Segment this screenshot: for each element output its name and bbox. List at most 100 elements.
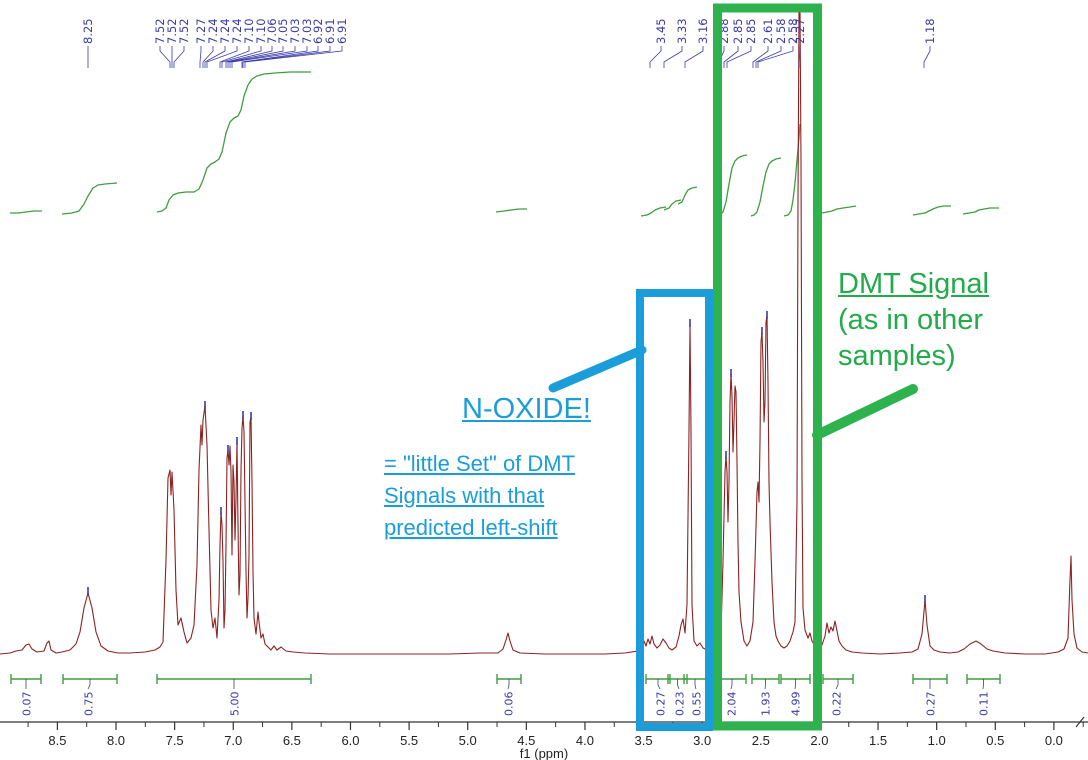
- x-axis-tick-label: 0.5: [986, 733, 1004, 748]
- dmt-highlight-box: [713, 3, 822, 731]
- n-oxide-description-line: predicted left-shift: [384, 515, 558, 540]
- x-axis-tick-label: 2.5: [752, 733, 770, 748]
- integral-curve: [640, 206, 667, 217]
- dmt-callout-line: [812, 384, 918, 440]
- peak-label: 7.24: [206, 18, 220, 44]
- x-axis-tick-label: 3.0: [693, 733, 711, 748]
- peak-label: 6.91: [323, 18, 337, 44]
- x-axis-tick-label: 5.0: [459, 733, 477, 748]
- peak-label: 7.27: [194, 18, 208, 44]
- peak-label-connector: [159, 46, 171, 68]
- integral-curve: [663, 199, 682, 211]
- n-oxide-callout-line: [548, 345, 647, 393]
- peak-label: 7.06: [265, 18, 279, 44]
- integral-label-connector: [657, 679, 661, 690]
- peak-label: 7.10: [254, 18, 268, 44]
- integral-value: 4.99: [790, 692, 803, 717]
- integral-curve: [10, 210, 42, 214]
- integral-value: 0.06: [503, 692, 516, 717]
- x-axis-tick-label: 0.0: [1045, 733, 1063, 748]
- peak-label: 7.24: [230, 18, 244, 44]
- integral-value: 5.00: [229, 692, 242, 717]
- integral-label-connector: [764, 679, 766, 690]
- peak-label-connector: [663, 46, 683, 68]
- integral-label-connector: [982, 679, 984, 690]
- peak-label-connector: [241, 46, 319, 68]
- integral-curve: [677, 186, 698, 205]
- peak-label: 2.27: [793, 18, 807, 44]
- x-axis-end-mark: [1075, 716, 1085, 728]
- integral-value: 0.27: [655, 692, 668, 717]
- integral-curve: [156, 71, 311, 213]
- integral-curve: [962, 207, 999, 215]
- peak-label: 2.85: [731, 18, 745, 44]
- peak-label: 6.91: [335, 18, 349, 44]
- peak-label-connector: [219, 46, 250, 68]
- n-oxide-highlight-box: [636, 289, 713, 731]
- peak-label-connector: [798, 46, 801, 68]
- peak-label-connector: [206, 46, 238, 68]
- peak-label-connector: [923, 46, 931, 68]
- integral-label-connector: [677, 679, 680, 690]
- integral-value: 0.11: [978, 692, 991, 717]
- peak-label: 6.92: [311, 18, 325, 44]
- x-axis-tick-label: 5.5: [400, 733, 418, 748]
- peak-label: 2.85: [744, 18, 758, 44]
- dmt-signal-label-line: samples): [838, 340, 956, 372]
- integral-curve: [61, 182, 118, 215]
- integral-value: 0.23: [674, 692, 687, 717]
- x-axis-tick-label: 4.5: [517, 733, 535, 748]
- integral-label-connector: [87, 679, 91, 690]
- peak-label: 7.24: [218, 18, 232, 44]
- integral-value: 0.27: [925, 692, 938, 717]
- x-axis-tick-label: 3.5: [635, 733, 653, 748]
- peak-label: 2.58: [774, 18, 788, 44]
- integral-value: 0.07: [21, 692, 34, 717]
- x-axis-tick-label: 2.0: [810, 733, 828, 748]
- peak-label-connector: [242, 46, 331, 68]
- integral-label-connector: [835, 679, 839, 690]
- peak-label: 7.03: [300, 18, 314, 44]
- peak-label-connector: [225, 46, 273, 68]
- peak-label-connector: [199, 46, 202, 68]
- peak-label-connector: [726, 46, 752, 68]
- integral-label-connector: [794, 679, 796, 690]
- x-axis-tick-label: 8.0: [107, 733, 125, 748]
- integral-label-connector: [694, 679, 697, 690]
- x-axis-tick-label: 8.5: [48, 733, 66, 748]
- dmt-signal-label-line: (as in other: [838, 304, 984, 336]
- peak-label: 2.58: [786, 18, 800, 44]
- integral-curve: [750, 157, 782, 217]
- peak-label: 7.05: [276, 18, 290, 44]
- peak-label: 7.03: [288, 18, 302, 44]
- x-axis-title: f1 (ppm): [520, 746, 568, 760]
- peak-label-connector: [202, 46, 214, 68]
- n-oxide-label: N-OXIDE!: [462, 393, 591, 425]
- integral-value: 2.04: [726, 692, 739, 717]
- integral-value: 0.22: [831, 692, 844, 717]
- integral-value: 0.55: [691, 692, 704, 717]
- integral-label-connector: [507, 679, 510, 690]
- integral-curve: [821, 205, 857, 214]
- peak-label-connector: [755, 46, 782, 68]
- peak-label-connector: [684, 46, 704, 68]
- peak-label-connector: [752, 46, 769, 68]
- peak-label: 3.45: [654, 18, 668, 44]
- dmt-signal-label-line: DMT Signal: [838, 268, 989, 300]
- peak-label: 3.16: [696, 18, 710, 44]
- x-axis-tick-label: 6.0: [341, 733, 359, 748]
- x-axis-tick-label: 1.5: [869, 733, 887, 748]
- n-oxide-description-line: = "little Set" of DMT: [384, 451, 576, 476]
- peak-label-connector: [231, 46, 308, 68]
- integral-label-connector: [730, 679, 733, 690]
- peak-label-connector: [723, 46, 739, 68]
- integral-value: 1.93: [760, 692, 773, 717]
- peak-label-connector: [757, 46, 794, 68]
- integral-curve: [912, 205, 951, 216]
- peak-label: 8.25: [81, 18, 95, 44]
- peak-label: 7.52: [165, 18, 179, 44]
- peak-label-connector: [227, 46, 284, 68]
- peak-label-connector: [221, 46, 262, 68]
